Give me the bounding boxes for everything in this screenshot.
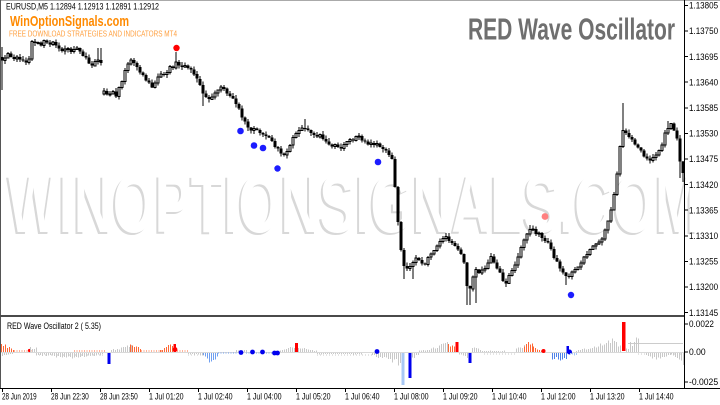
- svg-text:1 Jul 02:40: 1 Jul 02:40: [198, 392, 233, 402]
- svg-text:1.13585: 1.13585: [689, 103, 718, 113]
- svg-text:1 Jul 01:20: 1 Jul 01:20: [149, 392, 184, 402]
- svg-text:28 Jun 22:30: 28 Jun 22:30: [51, 392, 89, 402]
- svg-text:RED Wave Oscillator 2 ( 5.35): RED Wave Oscillator 2 ( 5.35): [7, 321, 101, 332]
- svg-text:WINOPTIONSIGNALS.COM: WINOPTIONSIGNALS.COM: [8, 159, 700, 250]
- svg-text:1 Jul 09:20: 1 Jul 09:20: [443, 392, 478, 402]
- svg-text:1.13365: 1.13365: [689, 205, 718, 215]
- svg-text:WINOPTIONSIGNALS.COM: WINOPTIONSIGNALS.COM: [6, 161, 698, 252]
- svg-text:1.13200: 1.13200: [689, 282, 718, 292]
- svg-text:1 Jul 14:40: 1 Jul 14:40: [639, 392, 674, 402]
- svg-text:1.13750: 1.13750: [689, 26, 718, 36]
- svg-text:28 Jun 23:50: 28 Jun 23:50: [100, 392, 138, 402]
- svg-text:1 Jul 10:40: 1 Jul 10:40: [492, 392, 527, 402]
- svg-text:RED Wave Oscillator: RED Wave Oscillator: [468, 12, 675, 47]
- svg-text:1.13420: 1.13420: [689, 180, 718, 190]
- svg-text:1.13475: 1.13475: [689, 154, 718, 164]
- svg-text:1 Jul 12:00: 1 Jul 12:00: [541, 392, 576, 402]
- svg-text:EURUSD,M5 1.12894 1.12913 1.1: EURUSD,M5 1.12894 1.12913 1.12891 1.1291…: [6, 2, 159, 13]
- svg-text:WinOptionSignals.com: WinOptionSignals.com: [10, 13, 129, 30]
- svg-text:FREE DOWNLOAD STRATEGIES AND I: FREE DOWNLOAD STRATEGIES AND INDICATORS …: [9, 29, 177, 39]
- svg-text:1.13805: 1.13805: [689, 1, 718, 11]
- svg-text:0.00: 0.00: [689, 347, 706, 357]
- svg-text:1 Jul 13:20: 1 Jul 13:20: [590, 392, 625, 402]
- svg-text:1.13695: 1.13695: [689, 52, 718, 62]
- svg-text:1.13255: 1.13255: [689, 257, 718, 267]
- svg-text:28 Jun 2019: 28 Jun 2019: [2, 392, 37, 402]
- svg-text:1 Jul 08:00: 1 Jul 08:00: [394, 392, 429, 402]
- svg-text:1 Jul 05:20: 1 Jul 05:20: [296, 392, 331, 402]
- svg-text:1.13310: 1.13310: [689, 231, 718, 241]
- svg-text:-0.0025: -0.0025: [689, 377, 718, 387]
- svg-text:1 Jul 06:40: 1 Jul 06:40: [345, 392, 380, 402]
- svg-text:1.13145: 1.13145: [689, 308, 718, 318]
- svg-text:0.0022: 0.0022: [689, 319, 714, 329]
- svg-text:1 Jul 04:00: 1 Jul 04:00: [247, 392, 282, 402]
- svg-text:1.13640: 1.13640: [689, 77, 718, 87]
- svg-text:1.13530: 1.13530: [689, 129, 718, 139]
